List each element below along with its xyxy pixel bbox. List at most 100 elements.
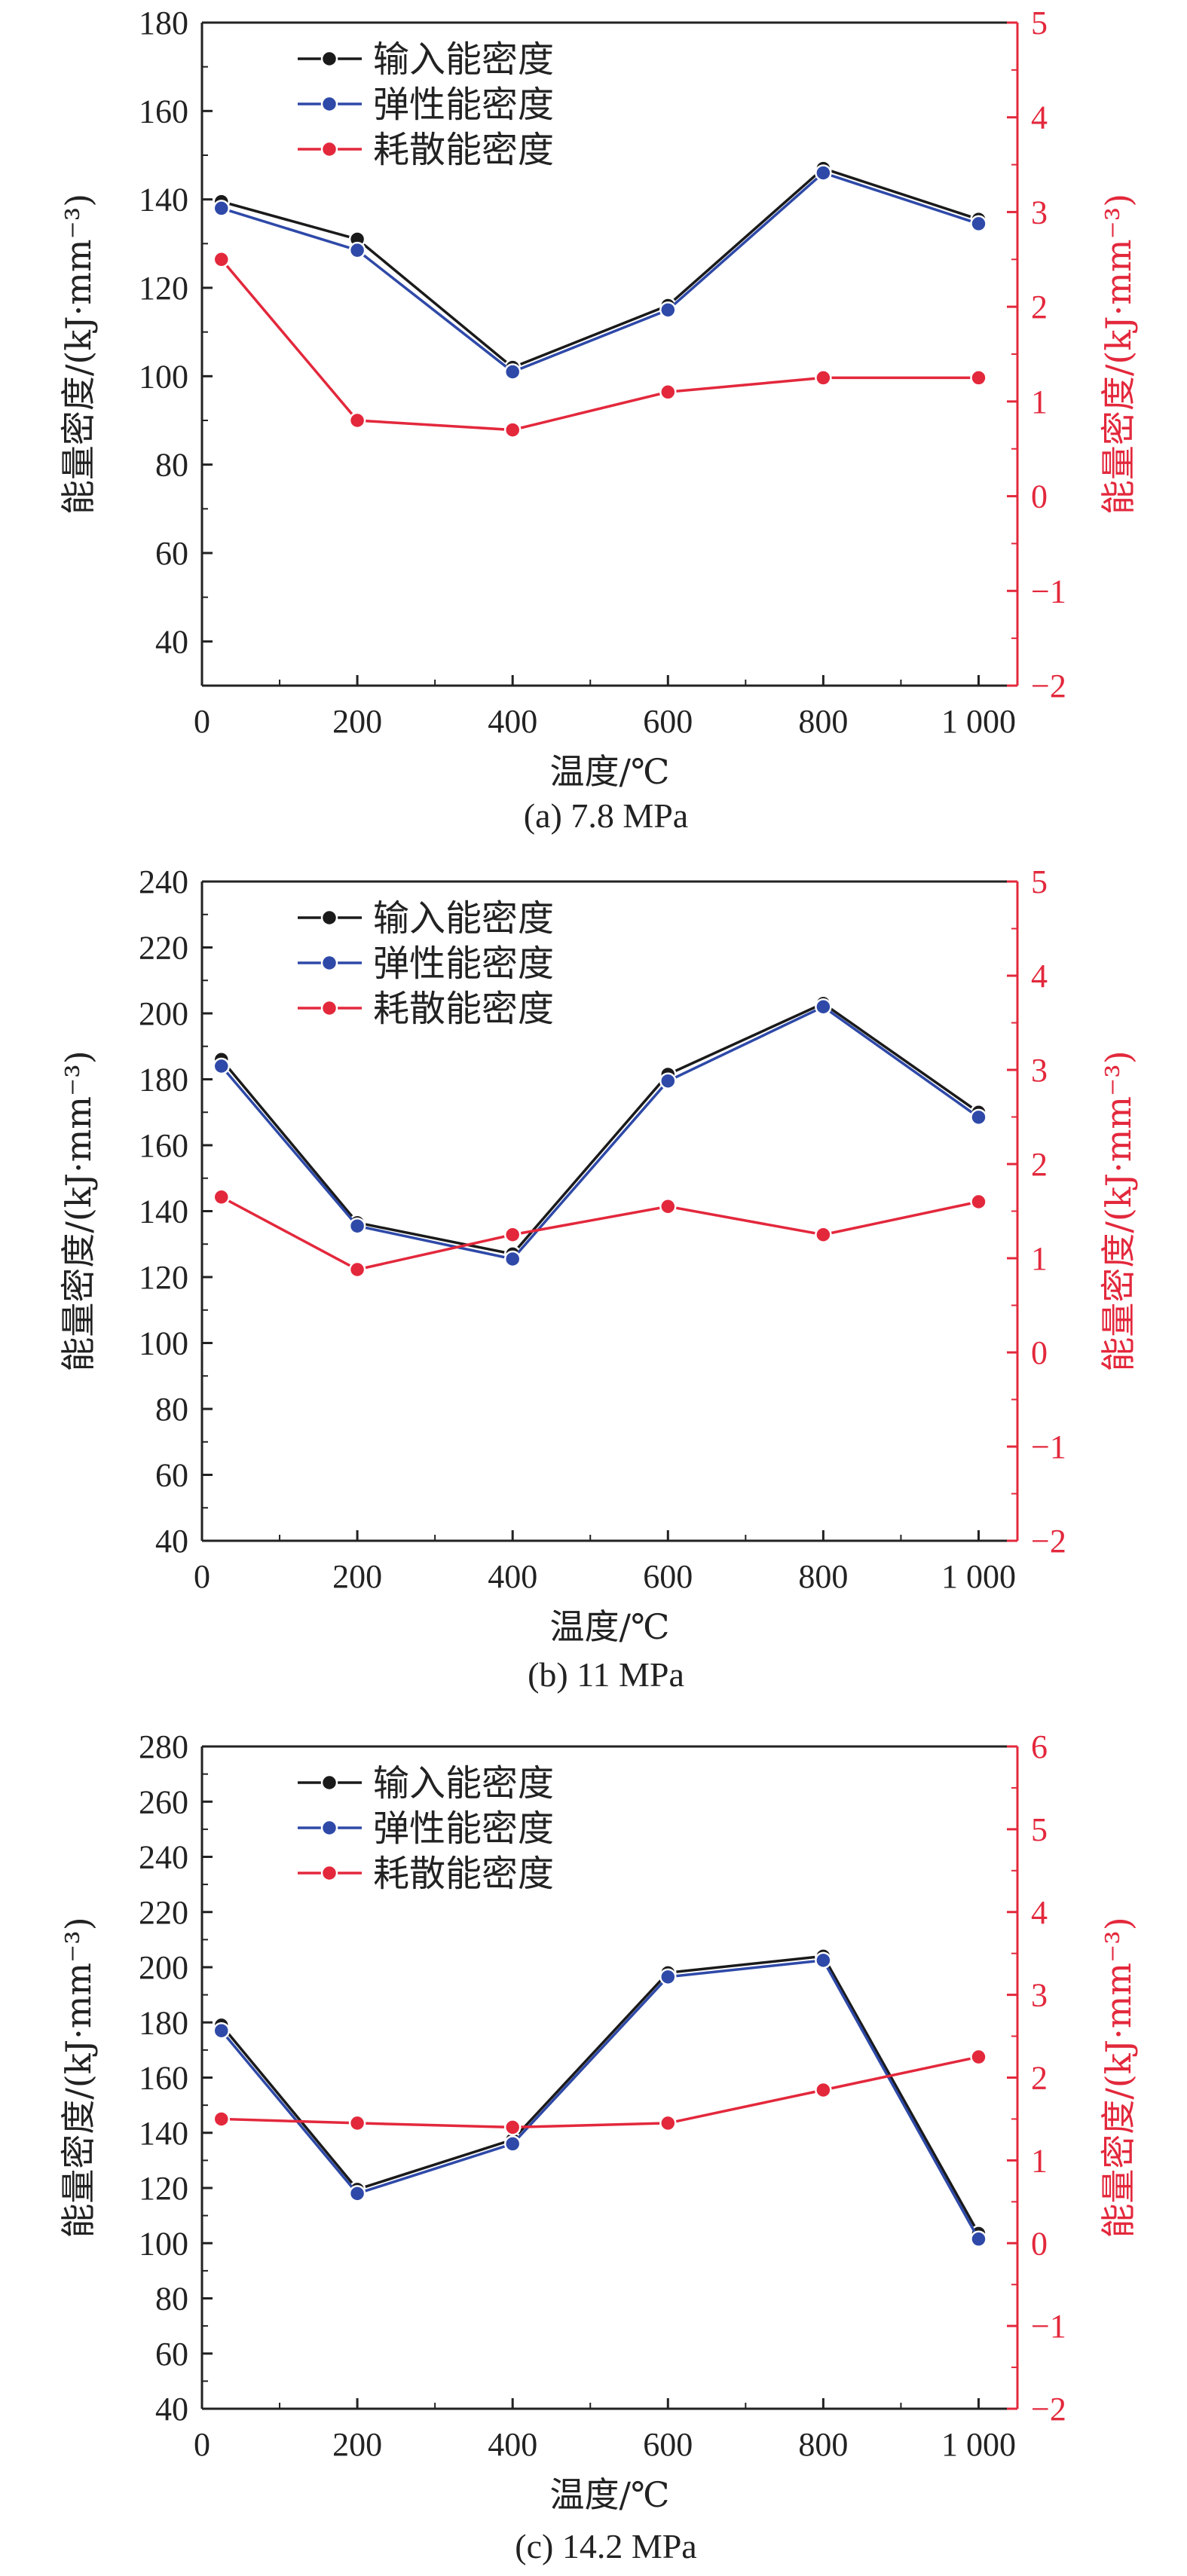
y-tick-label-right: 1 [1031,383,1048,420]
chart-panel-1: 0 200 400 600 800 1 000406080100120140160180−… [58,5,1139,835]
x-tick-label: 400 [488,1558,537,1595]
y-tick-label-left: 40 [155,2391,188,2428]
legend-label-elastic: 弹性能密度 [373,84,554,126]
legend-marker-dissipated [320,1864,338,1882]
series-line-dissipated [220,258,979,432]
series-line-input [221,167,980,369]
y-tick-label-left: 180 [139,1062,188,1099]
y-tick-label-left: 120 [139,2170,188,2207]
legend-label-dissipated: 耗散能密度 [373,1853,554,1895]
y-tick-label-right: 1 [1031,1240,1048,1277]
point-dissipated [970,369,987,387]
y-tick-label-left: 160 [139,1127,188,1164]
point-dissipated [348,2114,366,2132]
point-elastic [659,301,677,319]
legend-marker-elastic [320,1819,338,1837]
x-tick-label: 1 000 [941,2426,1016,2463]
y-tick-label-right: 3 [1031,1052,1048,1089]
y-tick-label-left: 60 [155,2336,188,2373]
series-line-dissipated [220,1196,979,1271]
legend-marker-dissipated [320,140,338,158]
y-tick-label-right: 1 [1031,2142,1048,2179]
y-tick-label-right: 4 [1031,99,1048,136]
point-elastic [348,2185,366,2202]
series-line-input [220,1954,980,2235]
x-axis-label: 温度/℃ [550,2474,670,2515]
x-tick-label: 0 [194,2426,210,2463]
y-tick-label-right: −2 [1031,2391,1066,2428]
x-tick-label: 1 000 [941,703,1016,740]
panel-caption: (c) 14.2 MPa [515,2527,696,2565]
series-line-dissipated [221,2055,979,2129]
x-tick-label: 1 000 [941,1558,1016,1595]
x-tick-label: 600 [643,703,693,740]
x-axis-label: 温度/℃ [550,1606,670,1647]
y-tick-label-left: 40 [155,623,188,660]
y-tick-label-left: 80 [155,1391,188,1428]
y-tick-label-left: 160 [139,93,188,130]
y-tick-label-left: 240 [139,1839,188,1876]
y-tick-label-right: 0 [1031,2225,1048,2262]
legend-label-input: 输入能密度 [373,897,554,940]
y-tick-label-left: 60 [155,1457,188,1494]
y-tick-label-right: −1 [1031,2308,1066,2345]
point-elastic [815,998,832,1016]
y-tick-label-right: 6 [1031,1728,1048,1765]
legend-marker-elastic [320,95,338,113]
chart-panel-3: 0 200 400 600 800 1 0004060801001201401601802… [58,1728,1139,2565]
chart-panel-2: 0 200 400 600 800 1 0004060801001201401601802… [58,863,1139,1694]
point-dissipated [659,2114,677,2132]
y-tick-label-right: 0 [1031,478,1048,515]
y-axis-label-right: 能量密度/(kJ·mm⁻³) [1098,1050,1139,1371]
y-tick-label-right: 2 [1031,289,1048,325]
point-dissipated [503,1226,522,1243]
legend-label-elastic: 弹性能密度 [373,1807,554,1850]
y-tick-label-right: 3 [1031,1977,1048,2014]
y-tick-label-left: 100 [139,358,188,395]
point-dissipated [348,1260,366,1279]
point-elastic [213,1057,231,1075]
x-tick-label: 200 [332,703,382,740]
point-dissipated [815,2081,832,2099]
point-dissipated [213,1188,231,1205]
panel-caption: (b) 11 MPa [528,1655,684,1694]
y-tick-label-right: 2 [1031,1146,1048,1183]
legend-label-dissipated: 耗散能密度 [373,988,554,1030]
y-axis-label-right: 能量密度/(kJ·mm⁻³) [1098,1917,1139,2238]
y-tick-label-left: 100 [139,1325,188,1362]
legend-marker-dissipated [320,999,338,1017]
point-elastic [503,1250,522,1268]
point-elastic [213,200,231,217]
y-tick-label-left: 80 [155,2281,188,2318]
x-tick-label: 600 [643,1558,693,1595]
point-dissipated [970,1193,987,1211]
point-elastic [348,241,366,259]
x-tick-label: 200 [332,2426,382,2463]
y-axis-label-left: 能量密度/(kJ·mm⁻³) [58,194,99,515]
point-dissipated [213,251,231,268]
point-dissipated [815,1226,832,1243]
x-axis-label: 温度/℃ [550,751,670,792]
point-dissipated [503,2119,522,2136]
legend-marker-input [320,1774,338,1792]
point-elastic [815,1951,832,1969]
y-tick-label-right: 5 [1031,863,1048,900]
y-tick-label-left: 180 [139,2004,188,2041]
legend-label-input: 输入能密度 [373,1762,554,1804]
point-elastic [348,1217,366,1235]
y-tick-label-left: 140 [139,1193,188,1230]
point-elastic [213,2021,231,2040]
point-elastic [503,2135,522,2153]
point-elastic [659,1968,677,1986]
y-axis-label-left: 能量密度/(kJ·mm⁻³) [58,1917,99,2238]
series-line-elastic [220,1958,980,2240]
x-tick-label: 200 [332,1558,382,1595]
y-tick-label-left: 280 [139,1728,188,1765]
point-dissipated [659,1198,677,1215]
y-tick-label-right: 3 [1031,194,1048,231]
y-tick-label-left: 220 [139,930,188,967]
y-tick-label-left: 160 [139,2060,188,2097]
y-tick-label-left: 180 [139,5,188,41]
y-tick-label-left: 120 [139,270,188,307]
